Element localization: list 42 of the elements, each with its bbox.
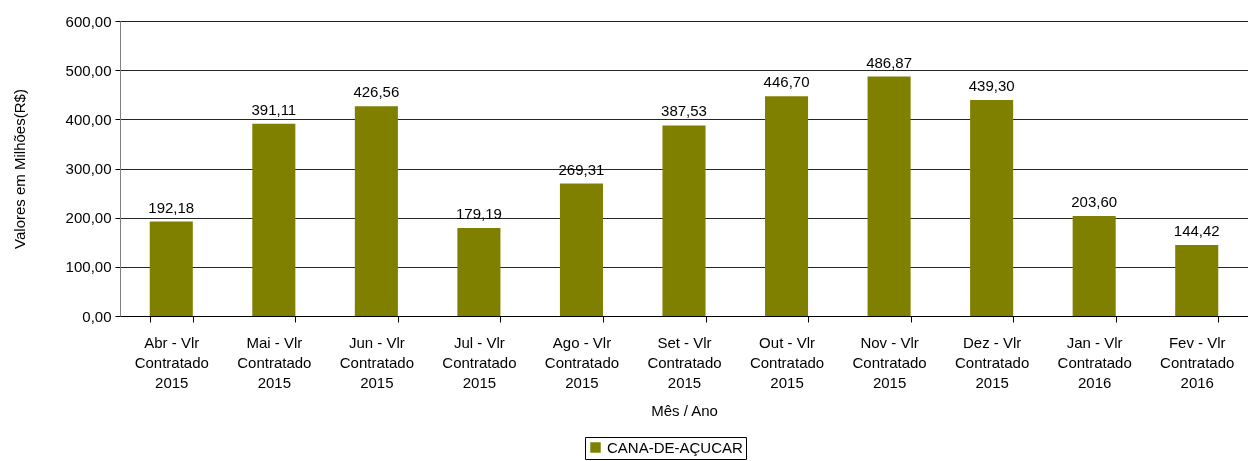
- bar: [970, 100, 1014, 316]
- x-tick-label: Ago - Vlr Contratado 2015: [544, 333, 620, 391]
- legend-label: CANA-DE-AÇUCAR: [607, 438, 744, 456]
- data-label: 144,42: [1173, 221, 1220, 239]
- bar: [1175, 244, 1219, 316]
- y-tick-label: 200,00: [65, 209, 112, 227]
- x-tick-label: Out - Vlr Contratado 2015: [749, 333, 825, 391]
- data-label: 426,56: [353, 83, 400, 101]
- data-label: 179,19: [455, 204, 502, 222]
- bar: [354, 106, 398, 316]
- x-tick-label: Dez - Vlr Contratado 2015: [955, 333, 1030, 391]
- y-tick-label: 0,00: [82, 307, 112, 325]
- data-label: 391,11: [251, 100, 297, 118]
- data-label: 203,60: [1071, 192, 1118, 210]
- y-tick-label: 100,00: [65, 258, 112, 276]
- y-axis-title: Valores em Milhões(R$): [10, 89, 28, 249]
- bar: [1072, 215, 1116, 316]
- y-tick-label: 500,00: [65, 61, 112, 79]
- bar: [765, 96, 809, 316]
- bar: [457, 227, 501, 316]
- data-label: 446,70: [763, 73, 810, 91]
- x-tick-label: Mai - Vlr Contratado 2015: [237, 333, 312, 391]
- y-tick-label: 300,00: [65, 160, 112, 177]
- bar: [559, 183, 603, 316]
- data-label: 192,18: [148, 198, 195, 216]
- data-label: 439,30: [968, 77, 1015, 95]
- x-tick-label: Abr - Vlr Contratado 2015: [134, 333, 209, 391]
- x-tick-label: Nov - Vlr Contratado 2015: [852, 333, 927, 391]
- bar: [662, 125, 706, 316]
- data-label: 486,87: [866, 53, 913, 71]
- bar: [149, 221, 193, 316]
- data-label: 387,53: [661, 102, 707, 120]
- y-tick-label: 600,00: [65, 12, 112, 30]
- x-tick-label: Jan - Vlr Contratado 2016: [1057, 333, 1132, 391]
- bar: [252, 123, 296, 316]
- x-tick-label: Fev - Vlr Contratado 2016: [1160, 333, 1235, 391]
- x-axis-title: Mês / Ano: [651, 401, 718, 419]
- x-tick-label: Set - Vlr Contratado 2015: [647, 333, 722, 391]
- x-tick-label: Jun - Vlr Contratado 2015: [339, 333, 414, 391]
- y-tick-label: 400,00: [65, 110, 112, 128]
- bar: [867, 76, 911, 316]
- x-tick-label: Jul - Vlr Contratado 2015: [442, 333, 517, 391]
